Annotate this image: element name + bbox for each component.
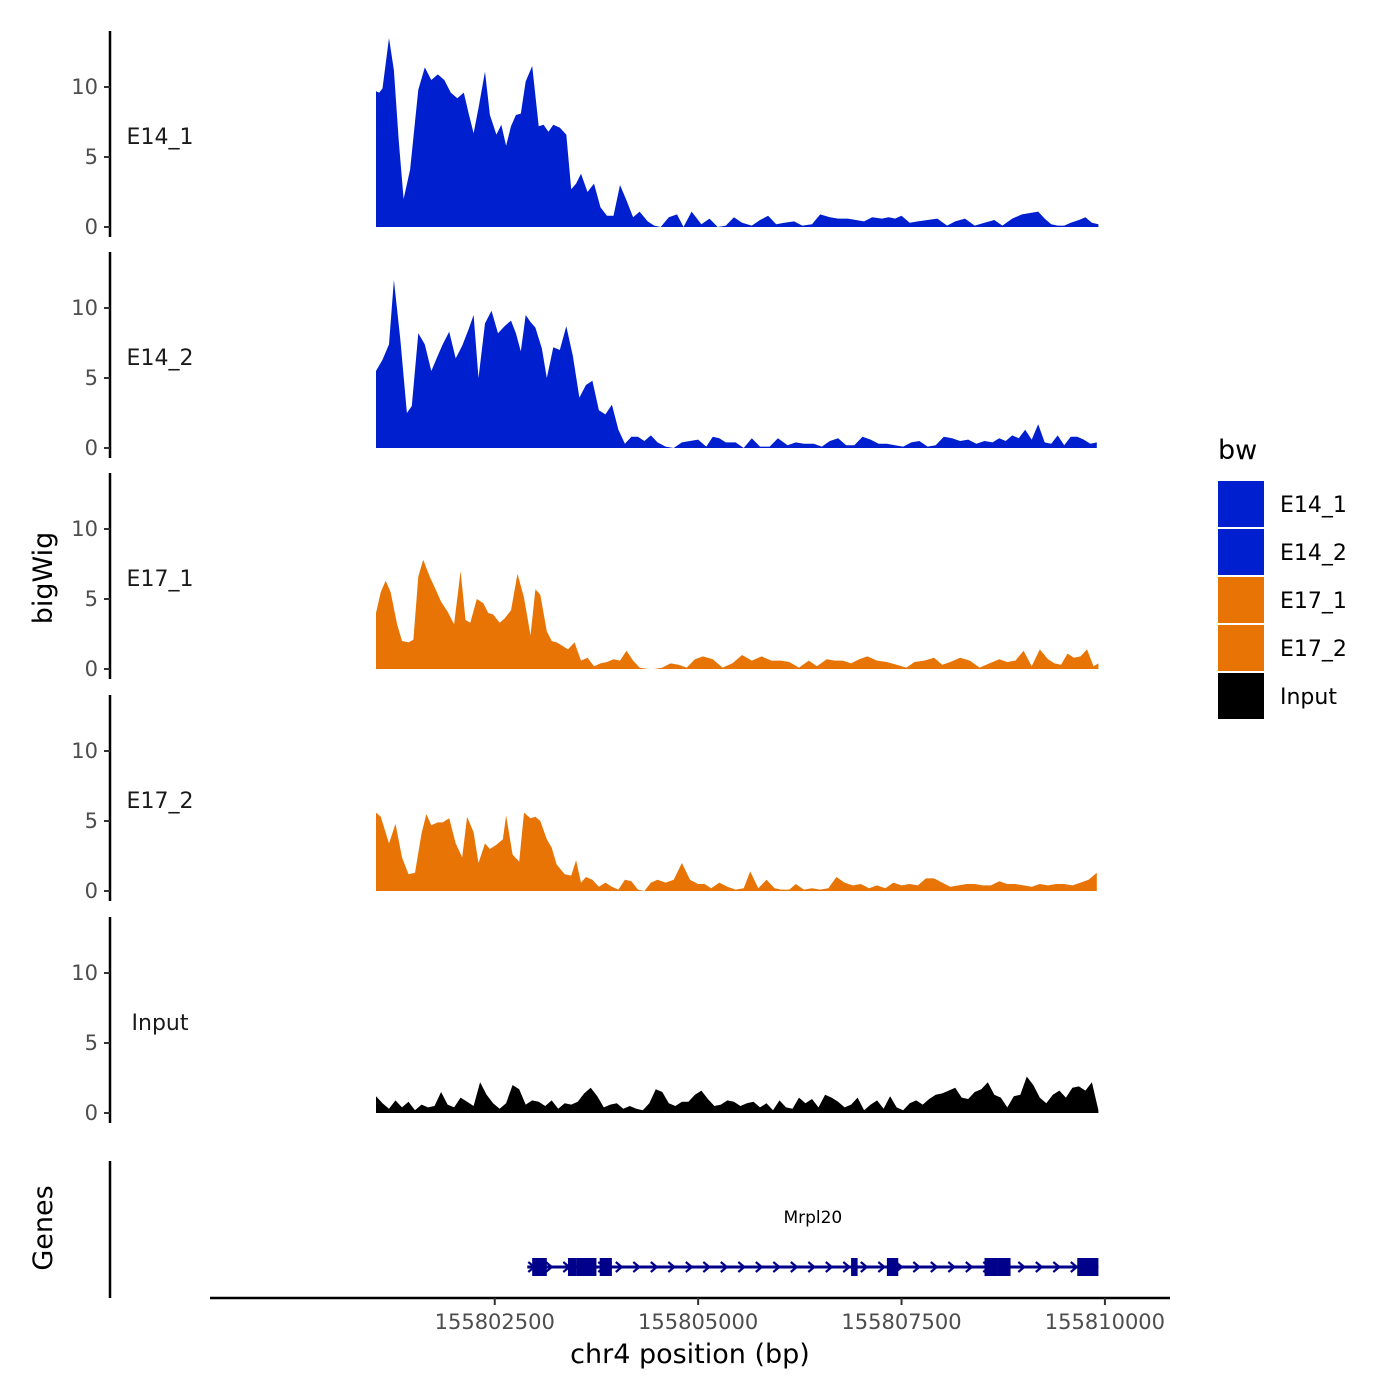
track-E17_1: 0 5 10 E17_1: [71, 473, 1099, 681]
strand-arrow: [702, 1261, 712, 1273]
legend-title: bw: [1218, 435, 1257, 466]
y-tick-label: 0: [85, 215, 98, 239]
legend-label: E17_2: [1280, 637, 1347, 662]
legend-swatch: [1218, 625, 1264, 671]
exon: [997, 1258, 1011, 1276]
track-label: E17_2: [127, 789, 194, 814]
strand-arrow: [1052, 1261, 1062, 1273]
coverage-area-Input: [376, 1076, 1099, 1113]
track-E14_2: 0 5 10 E14_2: [71, 252, 1097, 460]
coverage-area-E17_1: [376, 559, 1099, 669]
strand-arrow: [912, 1261, 922, 1273]
exon: [1077, 1258, 1099, 1276]
strand-arrow: [965, 1261, 974, 1273]
legend-label: E14_2: [1280, 541, 1347, 566]
track-Input: 0 5 10 Input: [71, 917, 1099, 1125]
strand-arrow: [1035, 1261, 1044, 1273]
y-tick-label: 5: [85, 366, 98, 390]
strand-arrow: [877, 1261, 887, 1273]
genes-axis-title: Genes: [28, 1185, 59, 1270]
tracks-layer: 0 5 10 E14_1 0 5 10 E14_2 0 5 10 E17_1 0 5 10 E17_2 0 5 10…: [71, 31, 1099, 1125]
strand-arrow: [790, 1261, 799, 1273]
coverage-area-E14_1: [376, 38, 1099, 227]
legend-swatch: [1218, 529, 1264, 575]
track-label: Input: [132, 1011, 189, 1036]
strand-arrow: [650, 1261, 659, 1273]
strand-arrow: [685, 1261, 694, 1273]
exon: [851, 1258, 858, 1276]
gene-Mrpl20: Mrpl20: [527, 1208, 1099, 1276]
exon: [576, 1258, 597, 1276]
strand-arrow: [720, 1261, 729, 1273]
strand-arrow: [807, 1261, 817, 1273]
track-label: E17_1: [127, 567, 194, 592]
legend-label: E17_1: [1280, 589, 1347, 614]
x-tick-label: 155810000: [1045, 1310, 1165, 1334]
x-axis: 155802500 155805000 155807500 155810000: [210, 1296, 1170, 1334]
gene-name-label: Mrpl20: [783, 1208, 842, 1228]
strand-arrow: [930, 1261, 939, 1273]
legend: bw E14_1 E14_2 E17_1 E17_2 Input: [1218, 435, 1347, 719]
legend-swatch: [1218, 481, 1264, 527]
strand-arrow: [860, 1261, 869, 1273]
strand-arrow: [737, 1261, 747, 1273]
y-tick-label: 0: [85, 879, 98, 903]
exon: [532, 1258, 547, 1276]
exon: [886, 1258, 899, 1276]
legend-swatch: [1218, 673, 1264, 719]
track-label: E14_2: [127, 346, 194, 371]
y-axis-title: bigWig: [28, 532, 59, 625]
strand-arrow: [615, 1261, 624, 1273]
y-tick-label: 5: [85, 809, 98, 833]
strand-arrow: [842, 1261, 852, 1273]
coverage-area-E17_2: [376, 812, 1097, 891]
track-E14_1: 0 5 10 E14_1: [71, 31, 1099, 239]
strand-arrow: [755, 1261, 764, 1273]
exon: [599, 1258, 612, 1276]
strand-arrow: [1017, 1261, 1027, 1273]
genes-layer: Mrpl20: [108, 1161, 1099, 1298]
track-label: E14_1: [127, 125, 194, 150]
strand-arrow: [772, 1261, 782, 1273]
strand-arrow: [947, 1261, 957, 1273]
exon: [984, 1258, 998, 1276]
legend-swatch: [1218, 577, 1264, 623]
strand-arrow: [1070, 1261, 1079, 1273]
y-tick-label: 10: [71, 296, 98, 320]
y-tick-label: 10: [71, 75, 98, 99]
strand-arrow: [667, 1261, 677, 1273]
x-axis-title: chr4 position (bp): [570, 1339, 810, 1370]
y-tick-label: 5: [85, 587, 98, 611]
x-tick-label: 155802500: [435, 1310, 555, 1334]
strand-arrow: [632, 1261, 642, 1273]
track-E17_2: 0 5 10 E17_2: [71, 695, 1097, 903]
y-tick-label: 0: [85, 436, 98, 460]
y-tick-label: 10: [71, 739, 98, 763]
x-tick-label: 155805000: [638, 1310, 758, 1334]
y-tick-label: 5: [85, 1031, 98, 1055]
legend-label: Input: [1280, 685, 1337, 710]
legend-label: E14_1: [1280, 493, 1347, 518]
exon: [567, 1258, 577, 1276]
strand-arrow: [545, 1261, 554, 1273]
y-tick-label: 5: [85, 145, 98, 169]
coverage-area-E14_2: [376, 280, 1097, 448]
y-tick-label: 0: [85, 657, 98, 681]
y-tick-label: 10: [71, 517, 98, 541]
strand-arrow: [825, 1261, 834, 1273]
y-tick-label: 10: [71, 961, 98, 985]
y-tick-label: 0: [85, 1101, 98, 1125]
x-tick-label: 155807500: [841, 1310, 961, 1334]
